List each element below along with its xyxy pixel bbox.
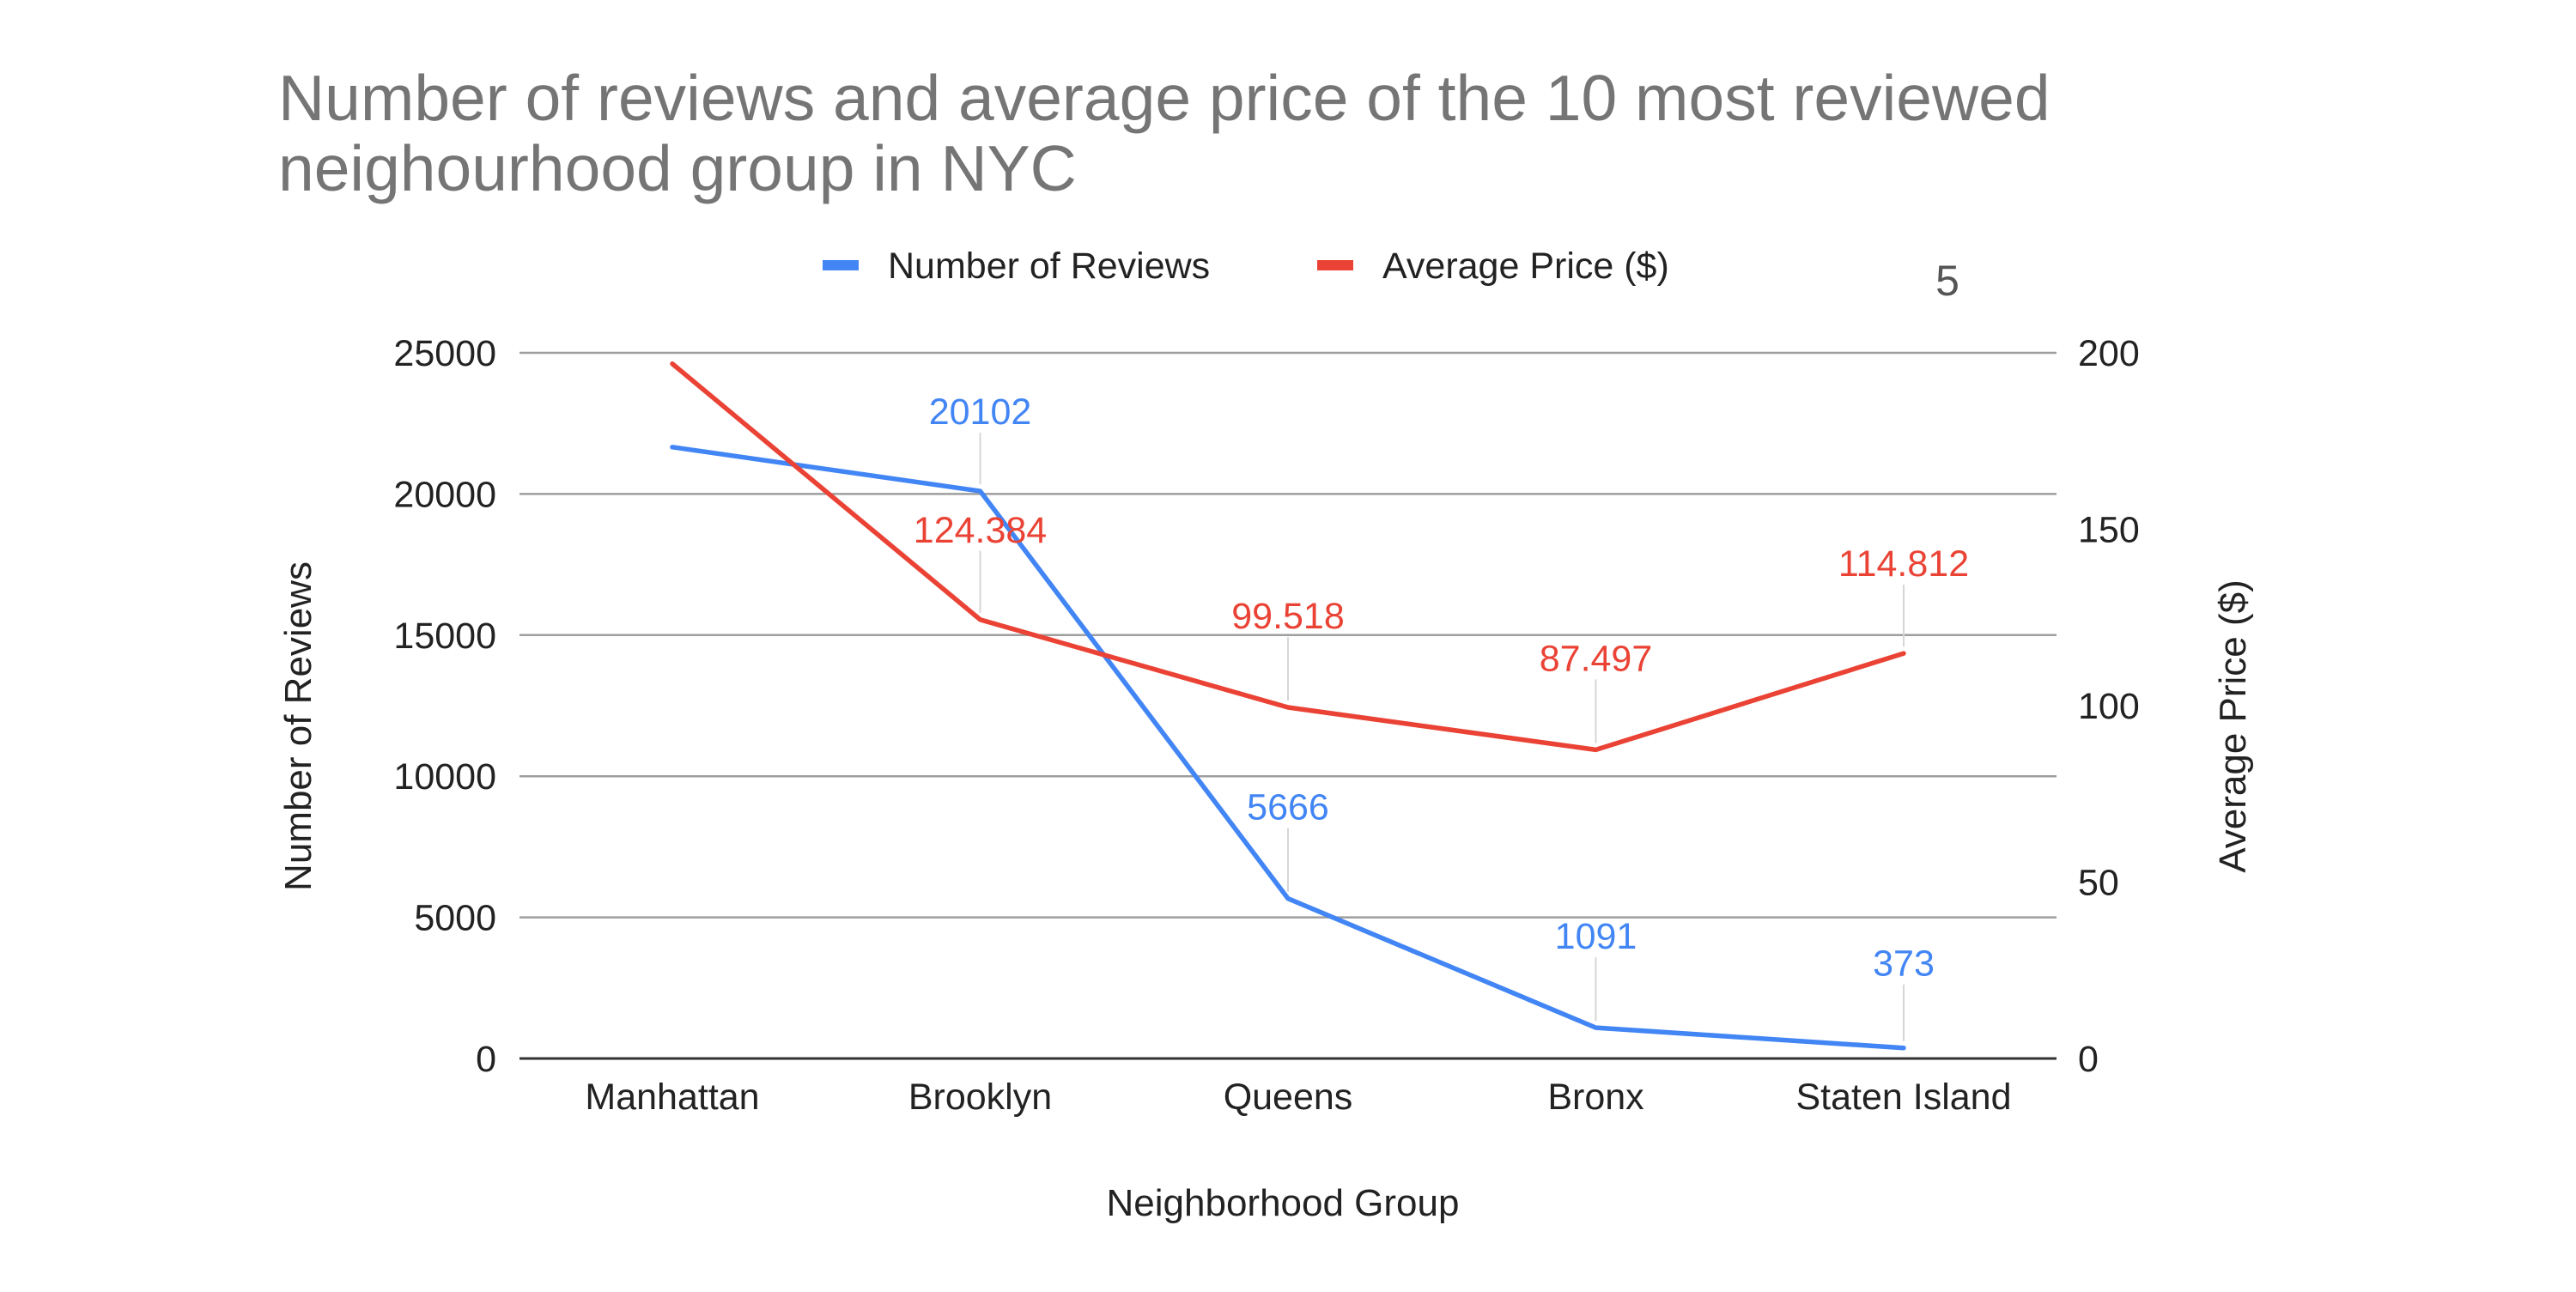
chart-title: Number of reviews and average price of t…: [278, 62, 2050, 204]
x-tick-label: Manhattan: [585, 1077, 759, 1118]
chart-annotation: 5: [1935, 257, 1959, 305]
y2-tick-label: 0: [2078, 1039, 2099, 1080]
chart-title-line-2: neighourhood group in NYC: [278, 132, 1077, 204]
data-label: 87.497: [1540, 638, 1653, 679]
y-tick-label: 0: [476, 1039, 496, 1080]
legend-swatch: [1317, 260, 1353, 270]
y2-axis-title: Average Price ($): [2212, 579, 2254, 873]
data-labels: 20102 5666 1091 373 124.384 99.518 87.497 114.8…: [914, 391, 1969, 985]
legend: Number of Reviews Average Price ($): [823, 246, 1669, 287]
data-label: 373: [1873, 943, 1935, 985]
series-lines: [672, 364, 1904, 1048]
x-tick-label: Staten Island: [1795, 1077, 2011, 1118]
y2-tick-label: 50: [2078, 863, 2119, 904]
data-label: 99.518: [1231, 596, 1345, 637]
y-tick-label: 10000: [393, 756, 496, 798]
x-tick-label: Bronx: [1547, 1077, 1644, 1118]
legend-swatch: [823, 260, 859, 270]
y2-tick-label: 200: [2078, 333, 2140, 374]
data-label: 20102: [929, 391, 1032, 433]
data-label-leaders: [981, 433, 1905, 1041]
data-label: 124.384: [914, 510, 1047, 551]
series-line-1: [672, 447, 1904, 1048]
y-tick-label: 20000: [393, 474, 496, 515]
y-tick-label: 15000: [393, 616, 496, 657]
axes: 0 5000 10000 15000 20000 25000 0 50 100 150 200 Man…: [393, 333, 2139, 1118]
data-label: 1091: [1555, 916, 1637, 957]
y-tick-label: 5000: [414, 898, 496, 939]
x-axis-title: Neighborhood Group: [1107, 1182, 1460, 1224]
x-tick-label: Queens: [1224, 1077, 1353, 1118]
legend-label: Number of Reviews: [888, 246, 1210, 287]
data-label: 114.812: [1838, 543, 1969, 585]
x-tick-label: Brooklyn: [908, 1077, 1052, 1118]
y2-tick-label: 150: [2078, 510, 2140, 551]
legend-label: Average Price ($): [1382, 246, 1669, 287]
y-tick-label: 25000: [393, 333, 496, 374]
y2-tick-label: 100: [2078, 686, 2140, 727]
chart-title-line-1: Number of reviews and average price of t…: [278, 62, 2050, 134]
data-label: 5666: [1247, 787, 1329, 828]
y-axis-title: Number of Reviews: [277, 561, 319, 891]
